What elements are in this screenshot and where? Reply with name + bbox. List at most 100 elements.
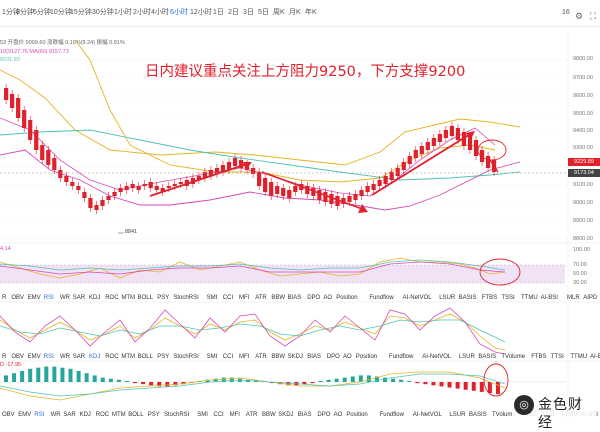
- indicator-tab-dpo[interactable]: DPO: [317, 412, 331, 418]
- timeframe-year[interactable]: 年K: [305, 9, 317, 16]
- indicator-tab-basis[interactable]: BASIS: [469, 412, 487, 418]
- indicator-tab-fundflow[interactable]: Fundflow: [379, 412, 404, 418]
- indicator-tab-r[interactable]: R: [2, 354, 7, 360]
- indicator-tab-sar[interactable]: SAR: [63, 412, 76, 418]
- indicator-tab-psy[interactable]: PSY: [147, 412, 160, 418]
- timeframe-6h[interactable]: 6小时: [170, 9, 188, 16]
- indicator-tab-ttsi[interactable]: TTSI: [550, 354, 564, 360]
- indicator-tab-emv[interactable]: EMV: [27, 354, 41, 360]
- indicator-tab-mtm[interactable]: MTM: [121, 295, 136, 301]
- indicator-tab-cci[interactable]: CCI: [222, 354, 234, 360]
- indicator-tab-mtm[interactable]: MTM: [121, 354, 136, 360]
- indicator-tab-psy[interactable]: PSY: [157, 354, 170, 360]
- indicator-tab-boll[interactable]: BOLL: [128, 412, 144, 418]
- timeframe-2h[interactable]: 2小时: [133, 9, 151, 16]
- indicator-tab-atr[interactable]: ATR: [255, 354, 267, 360]
- timeframe-1m[interactable]: 1分钟: [2, 9, 20, 16]
- indicator-tab-dpo[interactable]: DPO: [326, 354, 340, 360]
- indicator-tab-basis[interactable]: BASIS: [458, 295, 477, 301]
- indicator-tab-ai-netvol[interactable]: AI-NetVOL: [412, 412, 442, 418]
- indicator-tab-ftbs[interactable]: FTBS: [531, 354, 547, 360]
- indicator-tab-psy[interactable]: PSY: [157, 295, 170, 301]
- indicator-tab-ai-bsi[interactable]: AI-BSI: [590, 354, 600, 360]
- indicator-tab-kdj[interactable]: KDJ: [89, 354, 101, 360]
- indicator-tab-mlr[interactable]: MLR: [567, 295, 580, 301]
- indicator-tab-fundflow[interactable]: Fundflow: [389, 354, 414, 360]
- indicator-tab-skdj[interactable]: SKDJ: [287, 354, 303, 360]
- timeframe-5d[interactable]: 5日: [258, 9, 269, 16]
- timeframe-10m[interactable]: 10分钟: [50, 9, 72, 16]
- indicator-tab-atr[interactable]: ATR: [245, 412, 258, 418]
- fullscreen-icon[interactable]: ⛶: [589, 11, 597, 21]
- timeframe-30m[interactable]: 30分钟: [92, 9, 114, 16]
- indicator-tab-dpo[interactable]: DPO: [307, 295, 321, 301]
- indicator-tab-boll[interactable]: BOLL: [137, 295, 153, 301]
- indicator-tab-ao[interactable]: AO: [343, 354, 352, 360]
- indicator-tab-wr[interactable]: WR: [60, 295, 70, 301]
- indicator-tab-sar[interactable]: SAR: [72, 354, 86, 360]
- indicator-tab-rsi[interactable]: RSI: [34, 412, 45, 418]
- indicator-tab-position[interactable]: Position: [336, 295, 358, 301]
- indicator-tab-tssi[interactable]: TSSI: [501, 295, 515, 301]
- indicator-tab-tvolume[interactable]: TVolume: [492, 412, 516, 418]
- timeframe-12h[interactable]: 12小时: [190, 9, 212, 16]
- timeframe-5m[interactable]: 5分钟: [33, 9, 51, 16]
- indicator-tab-position[interactable]: Position: [346, 412, 368, 418]
- indicator-tab-bias[interactable]: BIAS: [287, 295, 302, 301]
- indicator-tab-smi[interactable]: SMI: [197, 412, 208, 418]
- indicator-tab-stochrsi[interactable]: StochRSI: [173, 354, 199, 360]
- indicator-tab-bias[interactable]: BIAS: [307, 354, 321, 360]
- indicator-tab-obv[interactable]: OBV: [11, 354, 25, 360]
- indicator-tab-lsur[interactable]: LSUR: [439, 295, 456, 301]
- indicator-tab-ttmu[interactable]: TTMU: [570, 354, 588, 360]
- indicator-tab-ao[interactable]: AO: [333, 412, 343, 418]
- indicator-tab-wr[interactable]: WR: [60, 354, 70, 360]
- indicator-tab-stochrsi[interactable]: StochRSI: [164, 412, 190, 418]
- settings-icon[interactable]: ⚙: [574, 11, 584, 21]
- indicator-tab-bbw[interactable]: BBW: [262, 412, 276, 418]
- indicator-tab-cci[interactable]: CCI: [222, 295, 234, 301]
- main-chart-canvas[interactable]: [0, 0, 600, 420]
- indicator-tab-obv[interactable]: OBV: [11, 295, 25, 301]
- indicator-tab-ai-bsi[interactable]: AI-BSI: [540, 295, 558, 301]
- indicator-tab-smi[interactable]: SMI: [206, 295, 218, 301]
- indicator-tab-skdj[interactable]: SKDJ: [278, 412, 294, 418]
- indicator-tab-aipd[interactable]: AIPD: [583, 295, 598, 301]
- timeframe-3d[interactable]: 3日: [243, 9, 254, 16]
- indicator-tab-roc[interactable]: ROC: [105, 354, 119, 360]
- timeframe-4h[interactable]: 4小时: [151, 9, 169, 16]
- indicator-tab-mfi[interactable]: MFI: [239, 295, 250, 301]
- indicator-tab-emv[interactable]: EMV: [27, 295, 41, 301]
- timeframe-month[interactable]: 月K: [289, 9, 301, 16]
- indicator-tab-sar[interactable]: SAR: [72, 295, 86, 301]
- indicator-tab-lsur[interactable]: LSUR: [458, 354, 475, 360]
- timeframe-1d[interactable]: 1日: [213, 9, 224, 16]
- indicator-tab-boll[interactable]: BOLL: [137, 354, 153, 360]
- timeframe-15m[interactable]: 15分钟: [70, 9, 92, 16]
- indicator-tab-r[interactable]: R: [2, 295, 7, 301]
- indicator-tab-tvolume[interactable]: TVolume: [501, 354, 526, 360]
- indicator-tab-obv[interactable]: OBV: [2, 412, 15, 418]
- timeframe-2d[interactable]: 2日: [228, 9, 239, 16]
- indicator-tab-ftbs[interactable]: FTBS: [481, 295, 498, 301]
- indicator-tab-bbw[interactable]: BBW: [271, 295, 286, 301]
- timeframe-1h[interactable]: 1小时: [114, 9, 132, 16]
- indicator-tab-kdj[interactable]: KDJ: [89, 295, 101, 301]
- indicator-tab-atr[interactable]: ATR: [255, 295, 267, 301]
- indicator-tab-bias[interactable]: BIAS: [297, 412, 312, 418]
- indicator-tab-mfi[interactable]: MFI: [229, 412, 240, 418]
- indicator-tab-mtm[interactable]: MTM: [112, 412, 126, 418]
- indicator-tab-stochrsi[interactable]: StochRSI: [173, 295, 199, 301]
- indicator-tab-roc[interactable]: ROC: [95, 412, 110, 418]
- indicator-tab-basis[interactable]: BASIS: [478, 354, 497, 360]
- timeframe-week[interactable]: 周K: [273, 9, 285, 16]
- indicator-tab-rsi[interactable]: RSI: [43, 354, 54, 360]
- indicator-tab-cci[interactable]: CCI: [213, 412, 224, 418]
- indicator-tab-bbw[interactable]: BBW: [271, 354, 286, 360]
- indicator-tab-fundflow[interactable]: Fundflow: [369, 295, 394, 301]
- timeframe-3m[interactable]: 3分钟: [16, 9, 34, 16]
- indicator-tab-ttmu[interactable]: TTMU: [521, 295, 538, 301]
- indicator-tab-mfi[interactable]: MFI: [239, 354, 250, 360]
- indicator-tab-wr[interactable]: WR: [50, 412, 61, 418]
- indicator-tab-rsi[interactable]: RSI: [43, 295, 54, 301]
